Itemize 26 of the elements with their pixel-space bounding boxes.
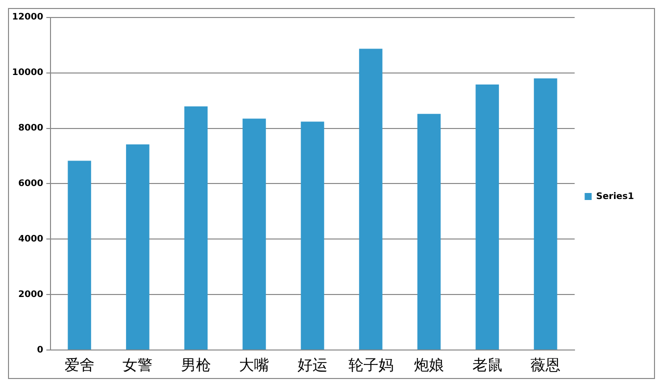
y-tick-label: 10000 [12,68,44,78]
x-tick-label: 男枪 [180,357,211,374]
bar [300,122,324,350]
bar [359,48,382,350]
y-tick-label: 4000 [18,234,44,244]
y-tick-label: 2000 [18,290,44,300]
x-tick-label: 爱舍 [64,357,94,374]
x-tick-label: 薇恩 [530,357,561,374]
legend-label: Series1 [596,192,634,202]
x-tick-label: 大嘴 [239,357,270,374]
bar [184,106,208,350]
y-tick-label: 6000 [18,179,44,190]
y-tick-label: 0 [37,345,44,356]
x-tick-label: 轮子妈 [348,357,394,374]
x-tick-label: 炮娘 [414,357,444,374]
x-tick-label: 女警 [122,357,153,374]
bar [417,114,441,350]
bar [476,84,499,350]
bar [68,160,92,350]
bar [534,78,558,350]
y-tick-label: 8000 [18,124,44,134]
x-tick-label: 好运 [297,357,328,374]
bar [242,118,266,350]
y-tick-label: 12000 [12,12,44,23]
bar [126,144,150,350]
x-tick-label: 老鼠 [472,357,502,374]
